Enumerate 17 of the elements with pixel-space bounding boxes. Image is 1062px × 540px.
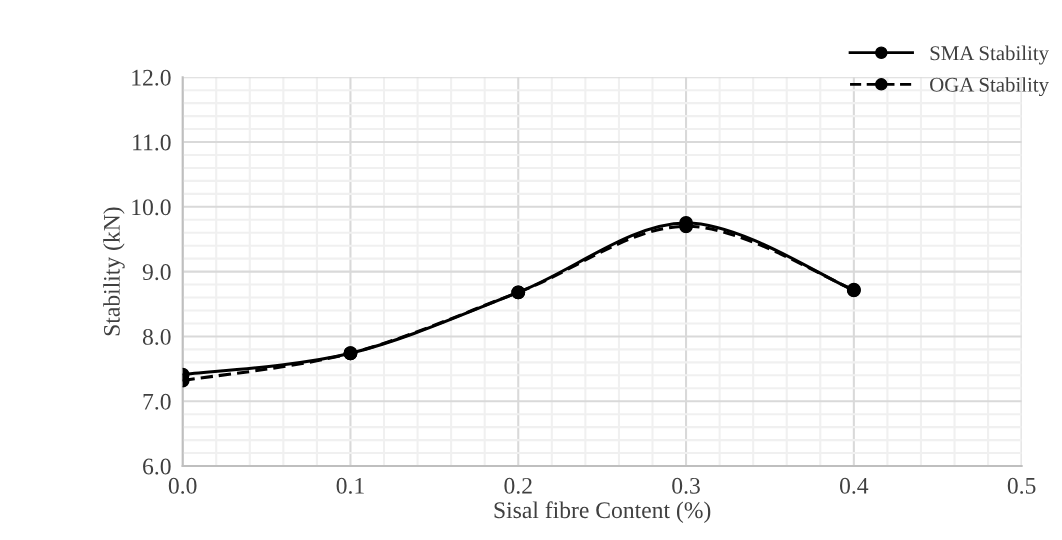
- y-tick-label: 10.0: [132, 199, 171, 216]
- y-tick-label: 12.0: [132, 69, 171, 86]
- x-tick-label: 0.5: [1007, 477, 1036, 494]
- x-tick-label: 0.0: [168, 477, 197, 494]
- x-axis-title: Sisal fibre Content (%): [494, 501, 711, 523]
- x-tick-label: 0.4: [839, 477, 869, 494]
- legend-label: OGA Stability: [930, 77, 1049, 97]
- y-tick-label: 6.0: [143, 458, 171, 475]
- x-tick-label: 0.3: [672, 477, 700, 494]
- y-axis-title: Stability (kN): [103, 207, 125, 336]
- y-tick-label: 9.0: [142, 264, 171, 281]
- legend-label: SMA Stability: [930, 45, 1049, 65]
- x-tick-label: 0.2: [504, 477, 532, 494]
- x-tick-label: 0.1: [336, 477, 364, 494]
- y-tick-label: 8.0: [142, 328, 171, 345]
- y-tick-label: 7.0: [143, 393, 171, 410]
- y-tick-label: 11.0: [133, 134, 171, 151]
